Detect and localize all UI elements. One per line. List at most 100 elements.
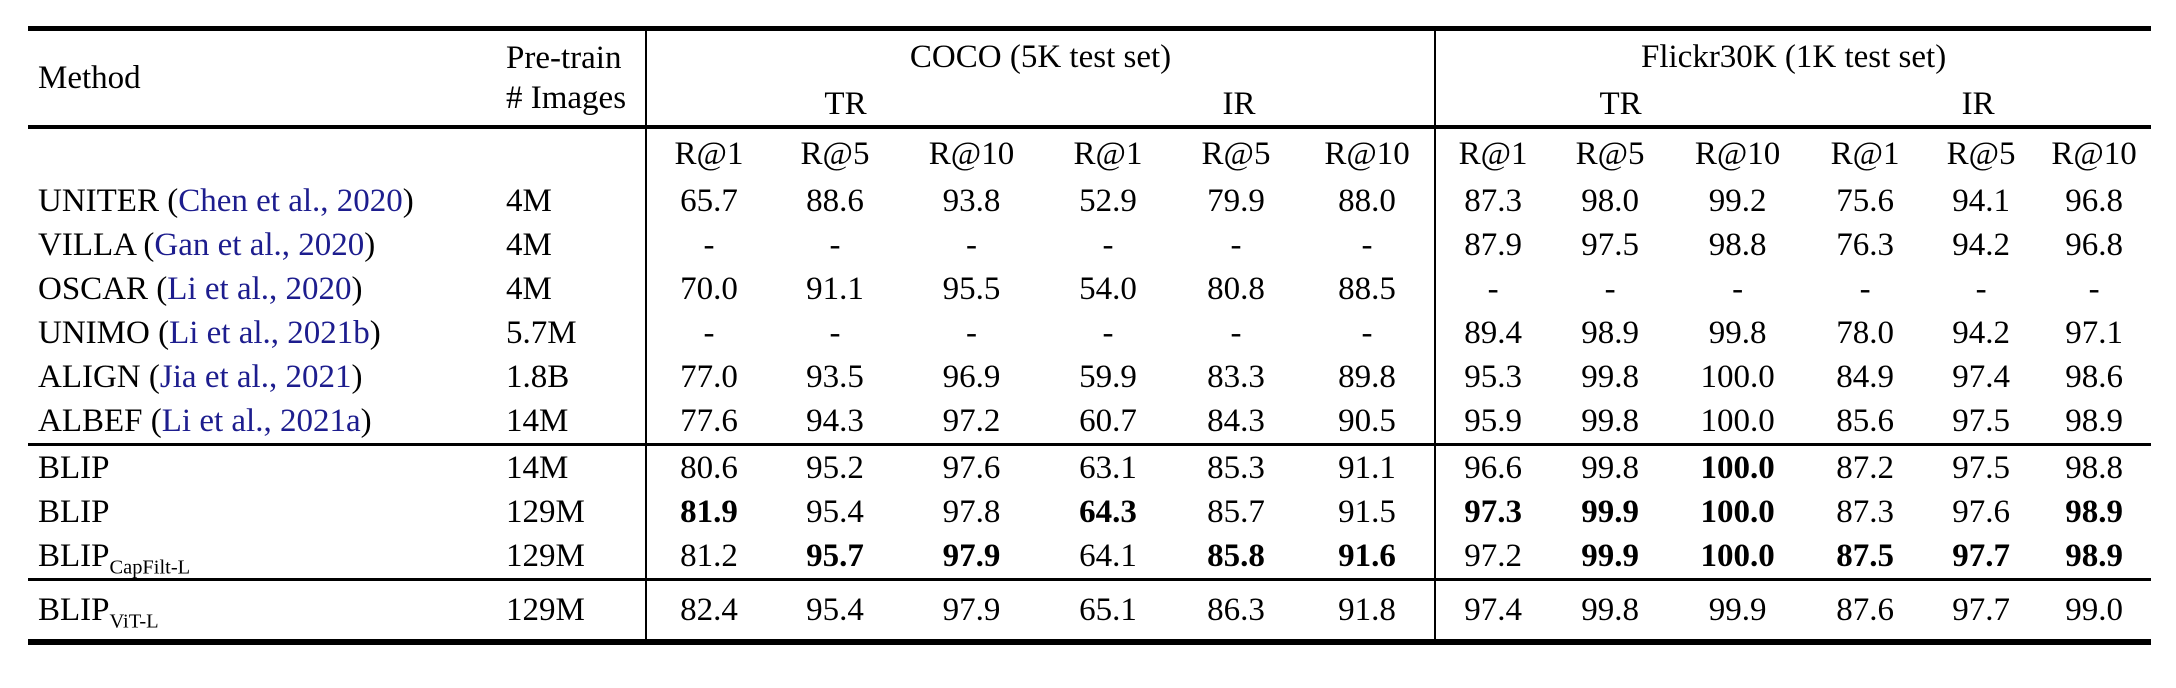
metric-label: R@10 <box>899 125 1044 179</box>
metric-value-cell: - <box>1975 270 1987 307</box>
metric-value-cell: 87.3 <box>1434 179 1551 223</box>
pretrain-images-cell: 129M <box>506 537 585 574</box>
citation-paren-open: ( <box>142 402 162 439</box>
metric-value-cell: 98.6 <box>2065 358 2123 395</box>
flickr-group-header: Flickr30K (1K test set) <box>1434 28 2152 83</box>
coco-ir-header: IR <box>1222 85 1256 122</box>
metric-value-cell: 91.6 <box>1338 537 1396 574</box>
metric-value-cell: - <box>1230 314 1242 351</box>
metric-value-cell: - <box>1361 226 1373 263</box>
metric-value-cell: 77.0 <box>645 355 771 399</box>
metric-value-cell: 88.6 <box>806 182 864 219</box>
metric-value-cell: 80.8 <box>1207 270 1265 307</box>
citation-link[interactable]: Li et al., 2020 <box>167 270 352 307</box>
metric-value-cell: 87.3 <box>1836 493 1894 530</box>
citation-paren-close: ) <box>360 402 372 439</box>
metric-label: R@5 <box>1172 125 1300 179</box>
table-header: Method Pre-train # Images COCO (5K test … <box>28 28 2152 179</box>
citation-link[interactable]: Jia et al., 2021 <box>159 358 352 395</box>
metric-value-cell: 79.9 <box>1207 182 1265 219</box>
method-cell: BLIPCapFilt-L <box>28 534 506 580</box>
metric-value-cell: 81.9 <box>645 490 771 534</box>
metric-value-cell: - <box>966 226 977 263</box>
metric-value-cell: 63.1 <box>1044 443 1172 490</box>
metric-value-cell: 70.0 <box>645 267 771 311</box>
metric-value-cell: 98.8 <box>1708 226 1767 263</box>
metric-value-cell: 95.5 <box>942 270 1001 307</box>
metric-value-cell: 86.3 <box>1172 578 1300 642</box>
metric-value-cell: 97.1 <box>2065 314 2123 351</box>
metric-value-cell: 94.2 <box>1952 314 2010 351</box>
coco-tr-header: TR <box>645 83 1044 127</box>
metric-value-cell: 87.9 <box>1434 223 1551 267</box>
table-row: BLIP 14M 80.6 95.2 97.6 63.1 85.3 91.1 96.6 99.8 1… <box>28 443 2152 490</box>
metric-value-cell: 99.8 <box>1581 402 1639 439</box>
metric-label: R@10 <box>1670 125 1806 179</box>
metric-value-cell: 96.8 <box>2065 182 2123 219</box>
metric-value-cell: 97.6 <box>899 443 1044 490</box>
metric-value-cell: 85.7 <box>1207 493 1265 530</box>
method-name: UNIMO <box>38 314 150 351</box>
coco-group-header: COCO (5K test set) <box>644 28 1436 83</box>
metric-value-cell: 85.6 <box>1836 402 1894 439</box>
metric-value-cell: 91.5 <box>1338 493 1396 530</box>
metric-value-cell: 95.3 <box>1434 355 1551 399</box>
metric-value-cell: 97.9 <box>899 578 1044 642</box>
metric-value-cell: 97.2 <box>1434 534 1551 580</box>
citation-link[interactable]: Gan et al., 2020 <box>154 226 365 263</box>
citation-link[interactable]: Chen et al., 2020 <box>178 182 403 219</box>
citation-paren-open: ( <box>135 226 155 263</box>
method-name: BLIP <box>38 449 110 486</box>
method-name: VILLA <box>38 226 136 263</box>
method-variant-subscript: ViT-L <box>109 610 159 633</box>
citation-link[interactable]: Li et al., 2021a <box>161 402 361 439</box>
metric-header-row: R@1 R@5 R@10 R@1 R@5 R@10 R@1 R@5 R@10 R… <box>28 125 2152 179</box>
metric-value-cell: 95.4 <box>806 493 864 530</box>
metric-spacer <box>506 125 646 179</box>
metric-label: R@10 <box>1300 125 1436 179</box>
pretrain-images-cell: 1.8B <box>506 358 570 395</box>
metric-value-cell: - <box>645 223 771 267</box>
metric-value-cell: 91.1 <box>1300 443 1436 490</box>
metric-value-cell: 91.8 <box>1300 578 1436 642</box>
metric-value-cell: 87.6 <box>1805 578 1926 642</box>
metric-value-cell: - <box>1102 314 1114 351</box>
method-name: BLIP <box>38 493 110 530</box>
metric-value-cell: - <box>829 314 841 351</box>
metric-value-cell: 99.9 <box>1670 578 1806 642</box>
metric-value-cell: 65.1 <box>1044 578 1172 642</box>
method-name: ALBEF <box>38 402 143 439</box>
metric-value-cell: 93.5 <box>806 358 864 395</box>
metric-value-cell: 97.6 <box>1952 493 2010 530</box>
method-name: BLIP <box>38 537 110 574</box>
metric-value-cell: 85.8 <box>1207 537 1265 574</box>
method-name: BLIP <box>38 591 110 628</box>
metric-value-cell: 98.9 <box>2065 493 2123 530</box>
metric-value-cell: 95.7 <box>806 537 864 574</box>
citation-paren-close: ) <box>402 182 414 219</box>
metric-value-cell: 95.4 <box>771 578 899 642</box>
metric-label: R@1 <box>645 125 771 179</box>
metric-value-cell: 59.9 <box>1079 358 1137 395</box>
pretrain-images-cell: 5.7M <box>506 314 577 351</box>
pretrain-header-line2: # Images <box>506 80 627 116</box>
metric-value-cell: 54.0 <box>1079 270 1137 307</box>
metric-value-cell: 64.3 <box>1079 493 1137 530</box>
citation-paren-close: ) <box>364 226 376 263</box>
metric-spacer <box>28 125 506 179</box>
metric-value-cell: 99.9 <box>1581 493 1639 530</box>
metric-value-cell: 100.0 <box>1700 537 1775 574</box>
citation-link[interactable]: Li et al., 2021b <box>169 314 370 351</box>
table-row: VILLA (Gan et al., 2020) 4M - - - - - -87.9 97.5… <box>28 223 2151 267</box>
flickr-tr-header: TR <box>1434 83 1806 127</box>
table-row: BLIPCapFilt-L 129M 81.2 95.7 97.9 64.1 85.8 91.… <box>28 534 2151 580</box>
metric-value-cell: 87.2 <box>1805 443 1926 490</box>
method-cell: VILLA (Gan et al., 2020) <box>28 223 506 267</box>
metric-label: R@5 <box>1550 125 1671 179</box>
metric-value-cell: 99.0 <box>2037 578 2152 642</box>
metric-value-cell: 85.3 <box>1172 443 1300 490</box>
metric-value-cell: 100.0 <box>1700 358 1775 395</box>
method-variant-subscript: CapFilt-L <box>109 556 191 579</box>
metric-value-cell: - <box>1102 226 1114 263</box>
metric-value-cell: 94.3 <box>806 402 864 439</box>
